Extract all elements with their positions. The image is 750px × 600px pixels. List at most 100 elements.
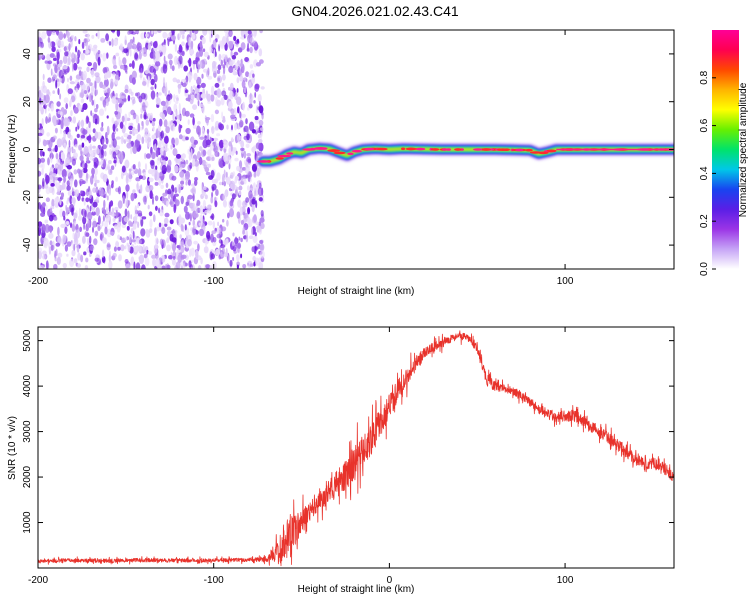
ridge-peak <box>277 154 292 158</box>
ridge-peak <box>364 147 375 151</box>
noise-blob <box>228 101 233 109</box>
noise-blob <box>60 71 63 77</box>
noise-blob <box>138 175 143 180</box>
noise-blob <box>82 70 88 81</box>
noise-blob <box>80 254 84 263</box>
noise-blob <box>187 119 190 125</box>
noise-blob <box>214 120 220 130</box>
noise-blob <box>251 246 255 253</box>
noise-blob <box>62 55 68 64</box>
noise-blob <box>155 252 159 260</box>
noise-blob <box>98 187 104 196</box>
noise-blob <box>158 172 163 177</box>
noise-blob <box>170 184 175 194</box>
noise-blob <box>117 246 121 251</box>
colorbar-label: Normalized spectral amplitude <box>738 82 749 217</box>
noise-blob <box>132 99 136 105</box>
noise-blob <box>202 48 206 52</box>
noise-blob <box>45 204 48 211</box>
noise-blob <box>253 214 257 223</box>
noise-blob <box>118 59 123 67</box>
noise-blob <box>56 256 61 265</box>
noise-blob <box>109 200 114 207</box>
colorbar-tick-label: 0.8 <box>699 70 710 84</box>
noise-blob <box>127 220 132 227</box>
noise-blob <box>168 194 171 200</box>
noise-blob <box>202 149 207 156</box>
ridge-peak <box>482 148 491 151</box>
colorbar-tick-label: 0.4 <box>699 166 710 180</box>
noise-blob <box>206 128 210 135</box>
noise-blob <box>172 242 176 252</box>
noise-blob <box>237 242 242 249</box>
noise-blob <box>222 115 226 124</box>
noise-blob <box>127 30 131 35</box>
noise-blob <box>67 56 71 66</box>
noise-blob <box>223 94 228 101</box>
noise-blob <box>166 238 170 244</box>
noise-blob <box>231 137 234 142</box>
noise-blob <box>220 59 223 67</box>
noise-blob <box>211 44 214 50</box>
noise-blob <box>234 175 239 181</box>
noise-blob <box>138 66 144 74</box>
noise-blob <box>92 145 96 149</box>
noise-blob <box>249 187 253 191</box>
noise-blob <box>87 62 92 67</box>
noise-blob <box>124 64 128 73</box>
noise-blob <box>91 47 96 52</box>
noise-blob <box>203 164 208 170</box>
noise-blob <box>101 207 105 212</box>
noise-blob <box>138 51 142 60</box>
noise-blob <box>178 103 181 112</box>
noise-blob <box>212 236 217 243</box>
noise-blob <box>251 227 254 236</box>
noise-blob <box>140 32 145 40</box>
noise-blob <box>79 155 84 162</box>
noise-blob <box>257 187 263 197</box>
noise-blob <box>94 257 100 262</box>
noise-blob <box>92 226 94 233</box>
noise-blob <box>246 107 250 111</box>
noise-blob <box>73 169 78 175</box>
noise-blob <box>141 216 147 220</box>
noise-blob <box>230 114 236 120</box>
noise-blob <box>240 147 245 151</box>
noise-blob <box>83 251 87 256</box>
noise-blob <box>107 87 111 94</box>
noise-blob <box>81 197 85 202</box>
noise-blob <box>113 160 117 164</box>
noise-blob <box>66 185 71 192</box>
noise-blob <box>219 181 222 186</box>
noise-blob <box>200 182 203 192</box>
noise-blob <box>204 194 208 200</box>
noise-blob <box>245 71 250 78</box>
noise-blob <box>199 214 204 224</box>
noise-blob <box>185 159 189 165</box>
noise-blob <box>59 93 62 100</box>
noise-blob <box>197 84 201 89</box>
snr-frame <box>37 326 675 569</box>
noise-blob <box>121 115 125 123</box>
noise-blob <box>78 51 82 55</box>
noise-blob <box>89 93 92 103</box>
noise-blob <box>48 113 52 123</box>
noise-blob <box>101 249 105 258</box>
noise-blob <box>111 213 116 217</box>
noise-blob <box>134 30 139 34</box>
noise-blob <box>191 202 196 212</box>
noise-blob <box>65 103 68 110</box>
noise-blob <box>69 99 72 105</box>
noise-blob <box>255 62 262 67</box>
colorbar-tick-label: 0.2 <box>699 214 710 228</box>
noise-blob <box>112 72 116 77</box>
noise-blob <box>166 226 172 231</box>
noise-blob <box>128 125 134 131</box>
noise-blob <box>202 199 206 210</box>
noise-blob <box>60 192 65 198</box>
noise-blob <box>77 66 82 70</box>
noise-blob <box>190 85 193 95</box>
noise-blob <box>145 119 150 126</box>
noise-blob <box>141 264 146 269</box>
noise-blob <box>254 83 260 92</box>
